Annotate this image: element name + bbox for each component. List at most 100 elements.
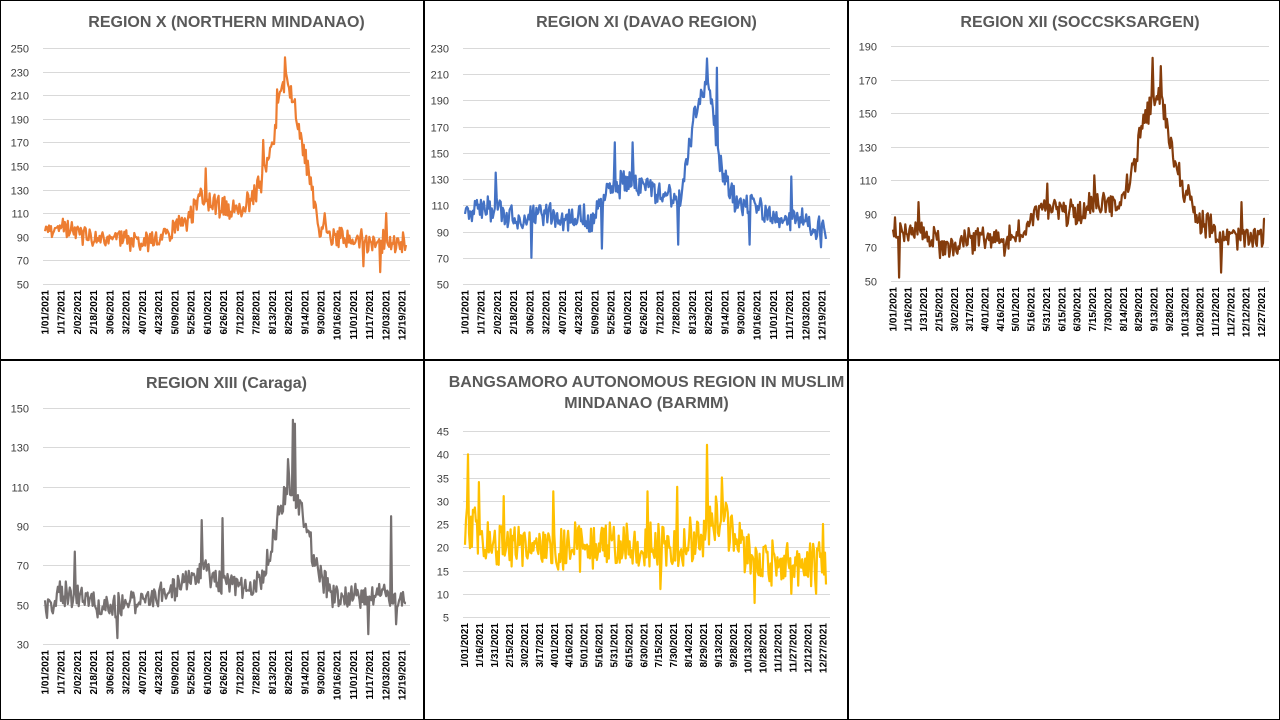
x-tick-label: 3/17/2021 bbox=[965, 287, 976, 332]
series-line bbox=[463, 443, 828, 605]
x-tick-label: 6/15/2021 bbox=[1057, 287, 1068, 332]
x-tick-label: 5/01/2021 bbox=[1011, 287, 1022, 332]
x-tick-label: 5/31/2021 bbox=[609, 623, 620, 668]
chart-panel-1: REGION X (NORTHERN MINDANAO) 50 70 90 110 130… bbox=[0, 0, 424, 360]
x-tick-label: 3/22/2021 bbox=[122, 650, 133, 695]
x-tick-label: 2/15/2021 bbox=[505, 623, 516, 668]
x-tick-label: 8/29/2021 bbox=[284, 650, 295, 695]
x-tick-label: 10/16/2021 bbox=[333, 290, 344, 340]
x-tick-label: 11/12/2021 bbox=[1211, 287, 1222, 337]
chart-title: REGION XIII (Caraga) bbox=[146, 375, 307, 392]
y-tick-label: 110 bbox=[431, 201, 449, 213]
x-tick-label: 9/13/2021 bbox=[1150, 287, 1161, 332]
y-tick-label: 150 bbox=[859, 109, 877, 121]
x-tick-label: 5/31/2021 bbox=[1042, 287, 1053, 332]
x-tick-label: 12/19/2021 bbox=[398, 650, 409, 700]
x-tick-label: 1/31/2021 bbox=[490, 623, 501, 668]
y-tick-label: 230 bbox=[431, 44, 449, 56]
y-tick-label: 110 bbox=[11, 209, 29, 221]
x-tick-label: 3/17/2021 bbox=[535, 623, 546, 668]
x-tick-label: 10/13/2021 bbox=[744, 623, 755, 673]
y-tick-label: 190 bbox=[11, 115, 29, 127]
x-tick-label: 8/13/2021 bbox=[688, 290, 699, 335]
y-tick-label: 70 bbox=[17, 561, 29, 573]
x-tick-label: 5/09/2021 bbox=[590, 290, 601, 335]
x-tick-label: 1/16/2021 bbox=[904, 287, 915, 332]
y-tick-label: 210 bbox=[11, 91, 29, 103]
chart-title: REGION XI (DAVAO REGION) bbox=[536, 14, 757, 31]
y-tick-label: 70 bbox=[437, 254, 449, 266]
x-tick-label: 6/10/2021 bbox=[623, 290, 634, 335]
x-tick-label: 4/23/2021 bbox=[154, 650, 165, 695]
x-tick-label: 10/13/2021 bbox=[1180, 287, 1191, 337]
chart-title: BANGSAMORO AUTONOMOUS REGION IN MUSLIM MI… bbox=[449, 374, 845, 412]
x-tick-label: 6/10/2021 bbox=[203, 290, 214, 335]
series-line bbox=[43, 418, 407, 640]
x-tick-label: 1/17/2021 bbox=[57, 290, 68, 335]
x-tick-label: 10/16/2021 bbox=[333, 650, 344, 700]
x-tick-label: 6/30/2021 bbox=[639, 623, 650, 668]
x-tick-label: 12/27/2021 bbox=[1257, 287, 1268, 337]
x-tick-label: 6/26/2021 bbox=[639, 290, 650, 335]
x-tick-label: 4/07/2021 bbox=[558, 290, 569, 335]
x-tick-label: 8/29/2021 bbox=[284, 290, 295, 335]
y-tick-label: 230 bbox=[11, 68, 29, 80]
x-tick-label: 3/02/2021 bbox=[520, 623, 531, 668]
x-tick-label: 12/03/2021 bbox=[381, 650, 392, 700]
chart-panel-4: REGION XIII (Caraga) 30 50 70 90 110 130 150 1/0… bbox=[0, 360, 424, 720]
x-tick-label: 12/12/2021 bbox=[803, 623, 814, 673]
x-tick-label: 12/12/2021 bbox=[1242, 287, 1253, 337]
chart-title: REGION XII (SOCCSKSARGEN) bbox=[960, 14, 1199, 31]
y-tick-label: 170 bbox=[11, 138, 29, 150]
x-tick-label: 10/28/2021 bbox=[759, 623, 770, 673]
x-tick-label: 9/28/2021 bbox=[1165, 287, 1176, 332]
y-tick-label: 90 bbox=[17, 233, 29, 245]
y-tick-label: 130 bbox=[11, 186, 29, 198]
x-tick-label: 6/15/2021 bbox=[624, 623, 635, 668]
x-tick-label: 7/28/2021 bbox=[672, 290, 683, 335]
y-tick-label: 25 bbox=[437, 520, 449, 532]
chart-panel-2: REGION XI (DAVAO REGION) 50 70 90 110 130 150 1… bbox=[424, 0, 848, 360]
x-tick-label: 4/16/2021 bbox=[996, 287, 1007, 332]
y-tick-label: 90 bbox=[17, 522, 29, 534]
x-tick-label: 7/28/2021 bbox=[252, 290, 263, 335]
x-tick-label: 9/30/2021 bbox=[736, 290, 747, 335]
x-tick-label: 5/25/2021 bbox=[607, 290, 618, 335]
x-tick-label: 11/17/2021 bbox=[785, 290, 796, 340]
x-tick-label: 4/07/2021 bbox=[138, 290, 149, 335]
y-tick-label: 130 bbox=[11, 443, 29, 455]
x-tick-label: 7/28/2021 bbox=[252, 650, 263, 695]
x-tick-label: 10/16/2021 bbox=[753, 290, 764, 340]
y-tick-label: 70 bbox=[865, 243, 877, 255]
x-tick-label: 1/01/2021 bbox=[460, 290, 471, 335]
x-tick-label: 8/14/2021 bbox=[684, 623, 695, 668]
x-tick-label: 1/16/2021 bbox=[475, 623, 486, 668]
x-tick-label: 7/30/2021 bbox=[1103, 287, 1114, 332]
x-tick-label: 3/06/2021 bbox=[525, 290, 536, 335]
x-tick-label: 1/01/2021 bbox=[40, 650, 51, 695]
x-tick-label: 4/01/2021 bbox=[550, 623, 561, 668]
x-tick-label: 3/06/2021 bbox=[105, 290, 116, 335]
x-tick-label: 5/09/2021 bbox=[170, 290, 181, 335]
y-tick-label: 30 bbox=[437, 497, 449, 509]
chart-title: REGION X (NORTHERN MINDANAO) bbox=[88, 14, 364, 31]
x-tick-label: 11/01/2021 bbox=[349, 650, 360, 700]
y-tick-label: 150 bbox=[11, 404, 29, 416]
x-tick-label: 11/27/2021 bbox=[788, 623, 799, 673]
x-tick-label: 8/29/2021 bbox=[699, 623, 710, 668]
series-line bbox=[891, 56, 1266, 279]
x-tick-label: 5/09/2021 bbox=[170, 650, 181, 695]
y-tick-label: 170 bbox=[431, 123, 449, 135]
x-tick-label: 8/13/2021 bbox=[268, 650, 279, 695]
x-tick-label: 5/25/2021 bbox=[187, 290, 198, 335]
x-tick-label: 2/02/2021 bbox=[493, 290, 504, 335]
x-tick-label: 8/13/2021 bbox=[268, 290, 279, 335]
x-tick-label: 7/12/2021 bbox=[655, 290, 666, 335]
x-tick-label: 5/16/2021 bbox=[1027, 287, 1038, 332]
x-tick-label: 8/29/2021 bbox=[1134, 287, 1145, 332]
empty-panel bbox=[848, 360, 1280, 720]
y-tick-label: 50 bbox=[17, 601, 29, 613]
y-tick-label: 210 bbox=[431, 70, 449, 82]
x-tick-label: 7/30/2021 bbox=[669, 623, 680, 668]
x-tick-label: 1/17/2021 bbox=[477, 290, 488, 335]
